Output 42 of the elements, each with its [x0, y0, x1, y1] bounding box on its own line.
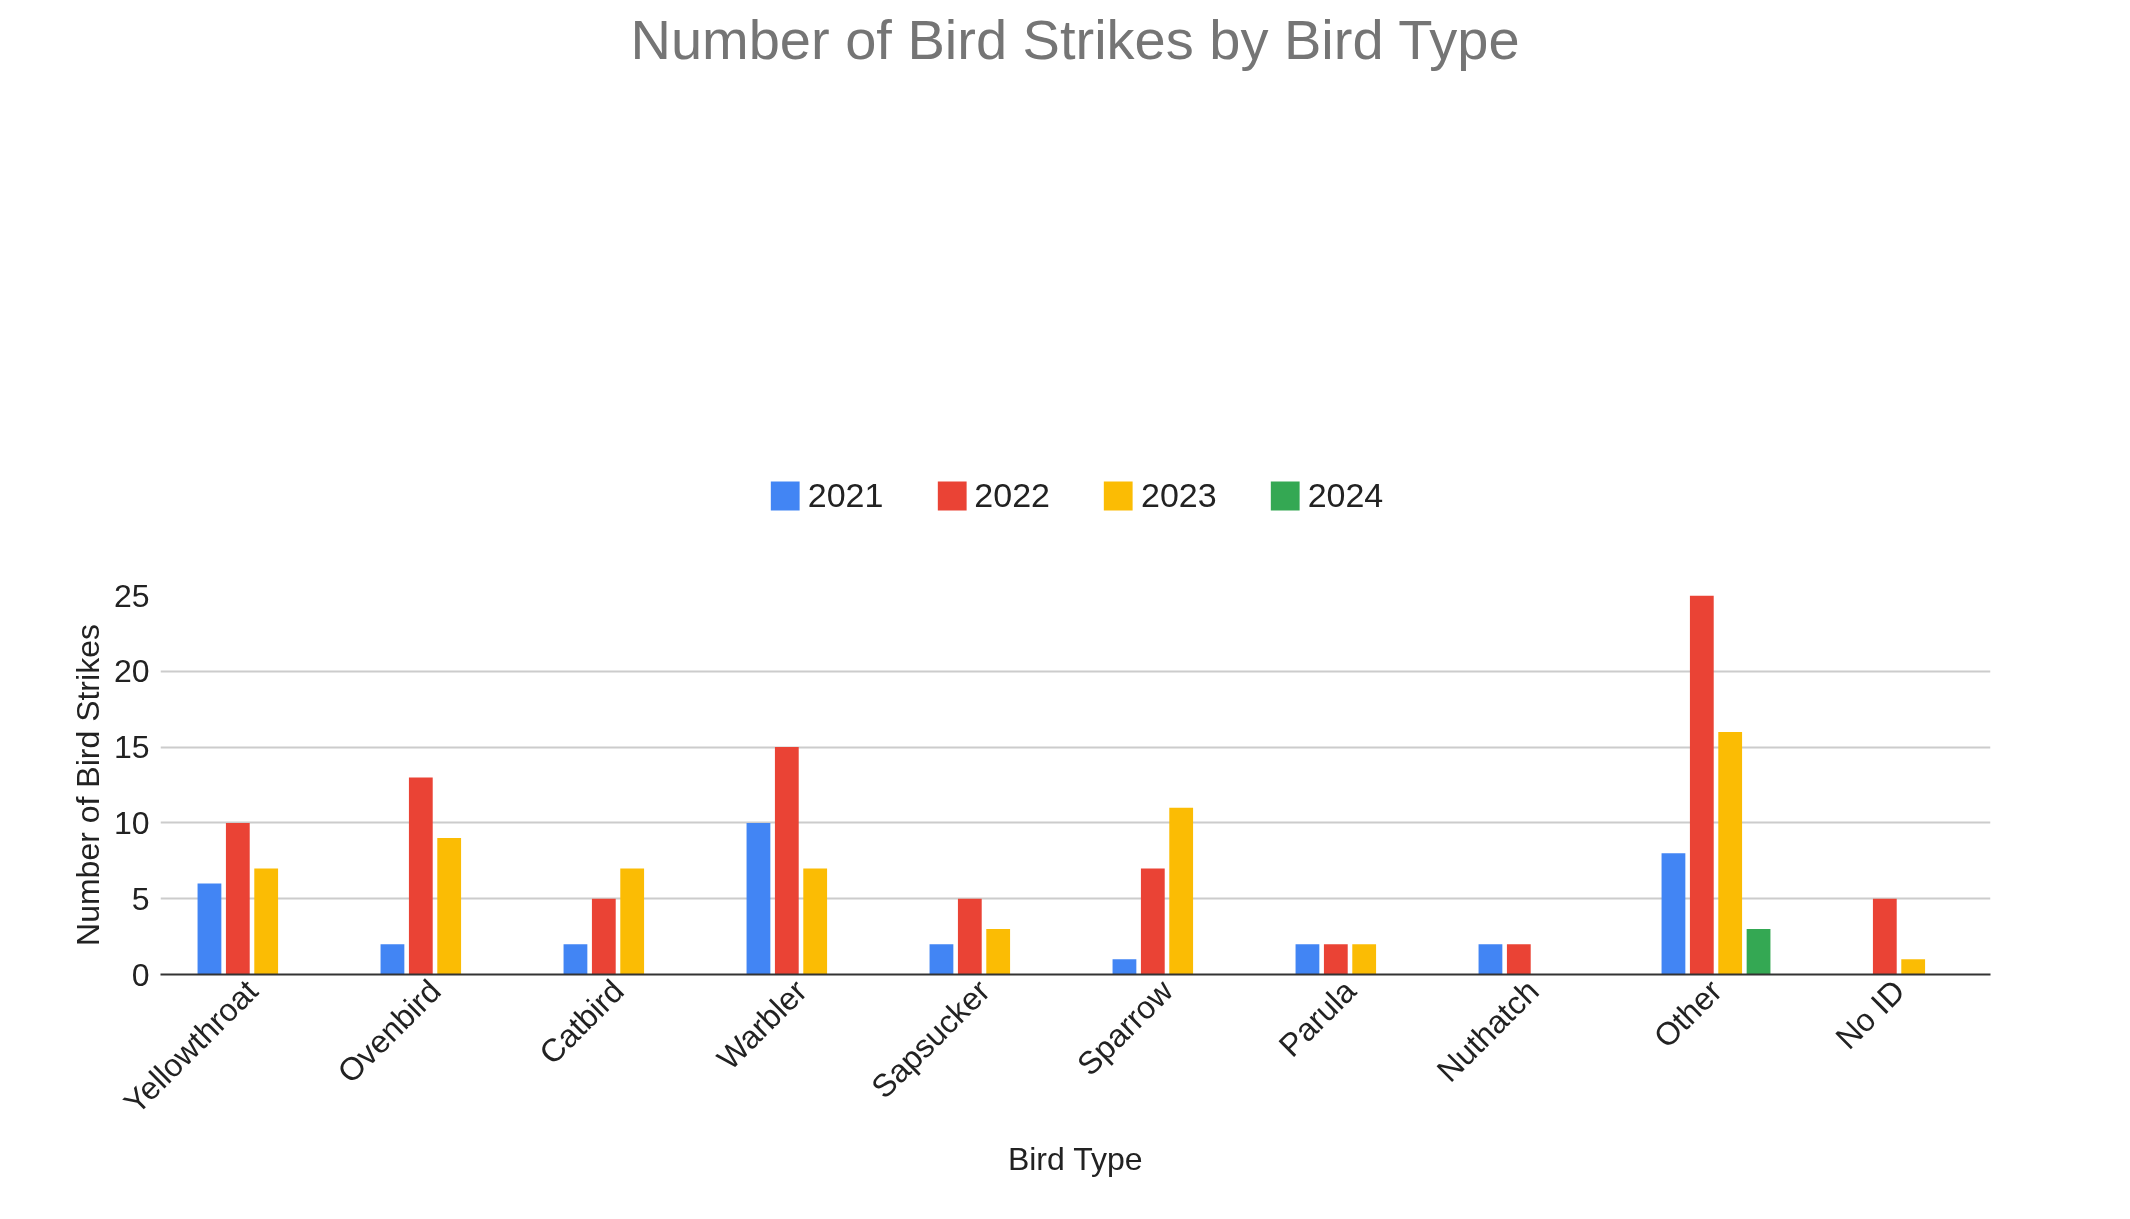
bar	[620, 868, 645, 975]
bar	[774, 747, 799, 975]
x-axis-title: Bird Type	[1007, 1141, 1143, 1178]
legend-label: 2024	[1307, 475, 1384, 515]
bar	[591, 898, 616, 975]
bar	[1112, 959, 1137, 975]
bar	[957, 898, 982, 975]
bar	[1478, 944, 1503, 975]
legend-label: 2021	[807, 475, 884, 515]
y-tick-label: 5	[131, 880, 150, 917]
bar	[1169, 807, 1194, 975]
bar	[1140, 868, 1165, 975]
bar	[380, 944, 405, 975]
bar	[1506, 944, 1531, 975]
bar	[225, 822, 250, 975]
x-tick-label: No ID	[1828, 972, 1912, 1057]
bar	[1352, 944, 1377, 975]
bar	[1661, 853, 1686, 975]
bar	[986, 929, 1011, 975]
bar	[1901, 959, 1926, 975]
y-tick-label: 25	[113, 577, 150, 614]
bar	[408, 777, 433, 975]
bar	[929, 944, 954, 975]
y-tick-label: 15	[113, 729, 150, 766]
bar	[1295, 944, 1320, 975]
bar	[197, 883, 222, 975]
bar	[254, 868, 279, 975]
y-axis-title: Number of Bird Strikes	[69, 624, 106, 946]
bar	[1746, 929, 1771, 975]
bar	[1718, 731, 1743, 975]
bar	[1323, 944, 1348, 975]
y-tick-label: 20	[113, 653, 150, 690]
bar	[1872, 898, 1897, 975]
bar	[746, 822, 771, 975]
bar	[1689, 595, 1714, 975]
legend-label: 2022	[974, 475, 1050, 515]
bar	[437, 838, 462, 975]
bar	[563, 944, 588, 975]
y-tick-label: 10	[113, 804, 150, 841]
chart-title: Number of Bird Strikes by Bird Type	[630, 7, 1520, 71]
bar	[803, 868, 828, 975]
legend-label: 2023	[1141, 475, 1217, 515]
